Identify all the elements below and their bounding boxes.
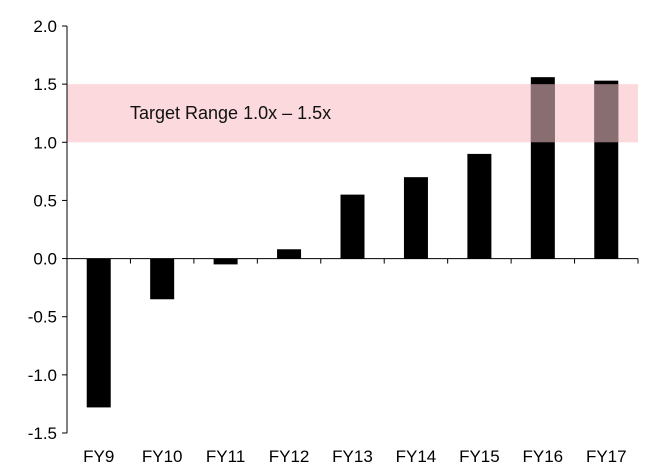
bar-fy12	[277, 249, 302, 259]
x-tick-label: FY12	[269, 447, 310, 466]
x-tick-label: FY17	[586, 447, 627, 466]
y-tick-label: 0.0	[33, 250, 57, 269]
bar-fy13	[340, 194, 365, 259]
bar-band-overlay-fy17	[594, 84, 619, 143]
x-tick-label: FY11	[206, 447, 245, 466]
y-tick-label: 1.0	[33, 133, 57, 152]
x-tick-label: FY15	[459, 447, 500, 466]
bar-fy15	[467, 153, 492, 259]
x-tick-label: FY14	[396, 447, 437, 466]
y-tick-label: -1.5	[28, 424, 57, 443]
bar-fy11	[213, 258, 238, 265]
x-tick-label: FY13	[332, 447, 373, 466]
bar-fy14	[403, 177, 428, 259]
y-tick-label: -1.0	[28, 366, 57, 385]
x-tick-label: FY9	[83, 447, 114, 466]
y-tick-labels: 2.0 1.5 1.0 0.5 0.0 -0.5 -1.0 -1.5	[28, 17, 57, 443]
y-tick-label: -0.5	[28, 308, 57, 327]
y-tick-label: 0.5	[33, 191, 57, 210]
x-tick-label: FY16	[523, 447, 564, 466]
bar-band-overlay-fy16	[530, 84, 555, 143]
target-range-label: Target Range 1.0x – 1.5x	[130, 103, 331, 123]
target-range-overlay-layer	[530, 84, 619, 143]
x-tick-label: FY10	[142, 447, 183, 466]
bar-fy10	[150, 258, 175, 300]
x-tick-labels: FY9 FY10 FY11 FY12 FY13 FY14 FY15 FY16 FY17	[83, 447, 626, 466]
y-tick-label: 2.0	[33, 17, 57, 36]
axis-layer	[62, 25, 639, 434]
y-tick-label: 1.5	[33, 75, 57, 94]
bar-fy9	[86, 258, 111, 408]
